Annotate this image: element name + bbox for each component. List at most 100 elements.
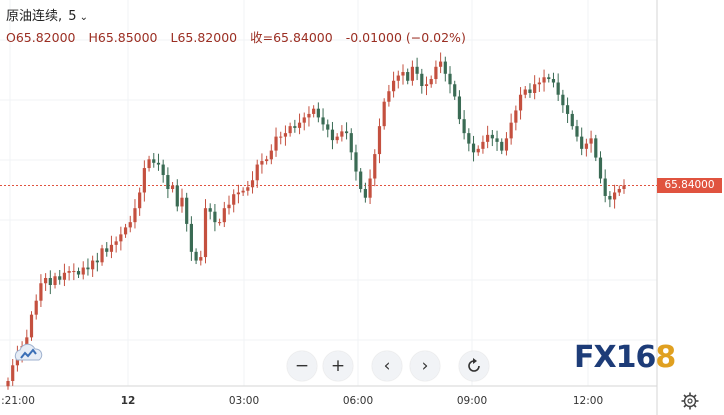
- candle-down: [58, 276, 62, 280]
- candle-up: [62, 272, 67, 280]
- candle-up: [514, 110, 518, 123]
- candle-up: [481, 141, 485, 149]
- candle-down: [316, 108, 320, 118]
- zoom-out-button[interactable]: −: [287, 351, 317, 381]
- candle-down: [166, 175, 170, 189]
- candle-down: [594, 138, 598, 158]
- candle-down: [321, 117, 325, 125]
- candle-up: [297, 122, 302, 128]
- candle-down: [213, 211, 217, 223]
- candle-up: [11, 365, 15, 381]
- candle-up: [250, 180, 255, 188]
- ohlc-readout: O65.82000 H65.85000 L65.82000 收=65.84000…: [6, 27, 475, 46]
- candle-up: [307, 113, 311, 118]
- candle-up: [424, 84, 429, 87]
- candle-down: [608, 195, 612, 200]
- candle-up: [504, 138, 509, 151]
- symbol-name: 原油连续: [6, 9, 59, 24]
- candle-down: [565, 105, 570, 114]
- candle-up: [147, 159, 151, 169]
- candle-up: [509, 122, 513, 139]
- candle-up: [622, 185, 626, 189]
- low-value: L65.82000: [170, 30, 238, 45]
- candle-down: [495, 138, 499, 142]
- candle-down: [453, 84, 457, 97]
- chevron-down-icon[interactable]: ⌄: [79, 12, 88, 23]
- candle-down: [175, 185, 179, 207]
- candle-up: [288, 126, 292, 134]
- candle-down: [467, 133, 471, 144]
- candle-up: [274, 136, 278, 151]
- candle-up: [114, 241, 118, 245]
- title-separator: ,: [58, 9, 63, 24]
- candle-up: [589, 138, 593, 144]
- candle-up: [382, 101, 386, 127]
- candle-up: [138, 192, 142, 209]
- scroll-right-button[interactable]: ›: [410, 351, 440, 381]
- candle-up: [67, 271, 71, 273]
- time-axis-label: 09:00: [456, 395, 488, 407]
- candle-down: [208, 208, 212, 212]
- chart-title[interactable]: 原油连续, 5 ⌄: [6, 5, 88, 24]
- candle-down: [152, 159, 156, 163]
- candle-up: [222, 208, 226, 223]
- candle-down: [528, 89, 532, 93]
- candle-down: [406, 72, 410, 81]
- candle-down: [161, 164, 165, 176]
- candle-up: [39, 283, 43, 301]
- candle-up: [123, 227, 128, 235]
- candle-up: [44, 278, 48, 284]
- candle-down: [471, 143, 476, 153]
- high-value: H65.85000: [88, 30, 158, 45]
- candle-up: [584, 143, 588, 149]
- candle-down: [547, 77, 551, 80]
- candle-up: [241, 190, 245, 193]
- candle-down: [185, 197, 189, 224]
- reset-button[interactable]: [459, 351, 489, 381]
- candle-up: [269, 150, 273, 160]
- candle-up: [279, 136, 283, 138]
- candle-down: [349, 133, 353, 153]
- candle-up: [429, 79, 433, 85]
- candle-up: [486, 134, 490, 142]
- candle-down: [420, 73, 424, 87]
- candle-down: [293, 126, 297, 128]
- candle-up: [523, 89, 527, 95]
- gear-icon[interactable]: [680, 391, 700, 411]
- candle-up: [218, 222, 222, 224]
- candle-up: [401, 72, 405, 76]
- candle-up: [396, 75, 400, 81]
- interval-label: 5: [68, 9, 77, 24]
- candle-up: [255, 164, 259, 181]
- candle-up: [199, 257, 203, 261]
- candle-down: [86, 267, 90, 270]
- candle-down: [48, 278, 52, 285]
- candle-down: [326, 124, 330, 130]
- candle-down: [359, 171, 363, 189]
- time-axis-label: 06:00: [342, 395, 374, 407]
- candle-down: [462, 119, 466, 134]
- candle-up: [180, 197, 184, 207]
- candle-up: [133, 208, 137, 223]
- candle-up: [439, 61, 443, 67]
- candle-up: [72, 271, 76, 273]
- zoom-in-button[interactable]: +: [323, 351, 353, 381]
- candle-down: [330, 129, 335, 141]
- candle-up: [6, 381, 10, 387]
- fx168-logo: FX168: [574, 340, 676, 375]
- candle-up: [537, 82, 541, 85]
- candle-up: [227, 204, 231, 209]
- cloud-logo-icon[interactable]: [13, 342, 43, 364]
- scroll-left-button[interactable]: ‹: [372, 351, 402, 381]
- candle-up: [81, 267, 85, 275]
- candle-down: [580, 136, 584, 149]
- candle-up: [542, 77, 546, 83]
- candle-down: [363, 188, 367, 198]
- candle-up: [236, 192, 241, 195]
- candle-down: [448, 73, 452, 85]
- candle-down: [189, 223, 193, 252]
- candle-up: [476, 148, 480, 153]
- candle-up: [170, 185, 175, 189]
- candle-up: [128, 222, 132, 228]
